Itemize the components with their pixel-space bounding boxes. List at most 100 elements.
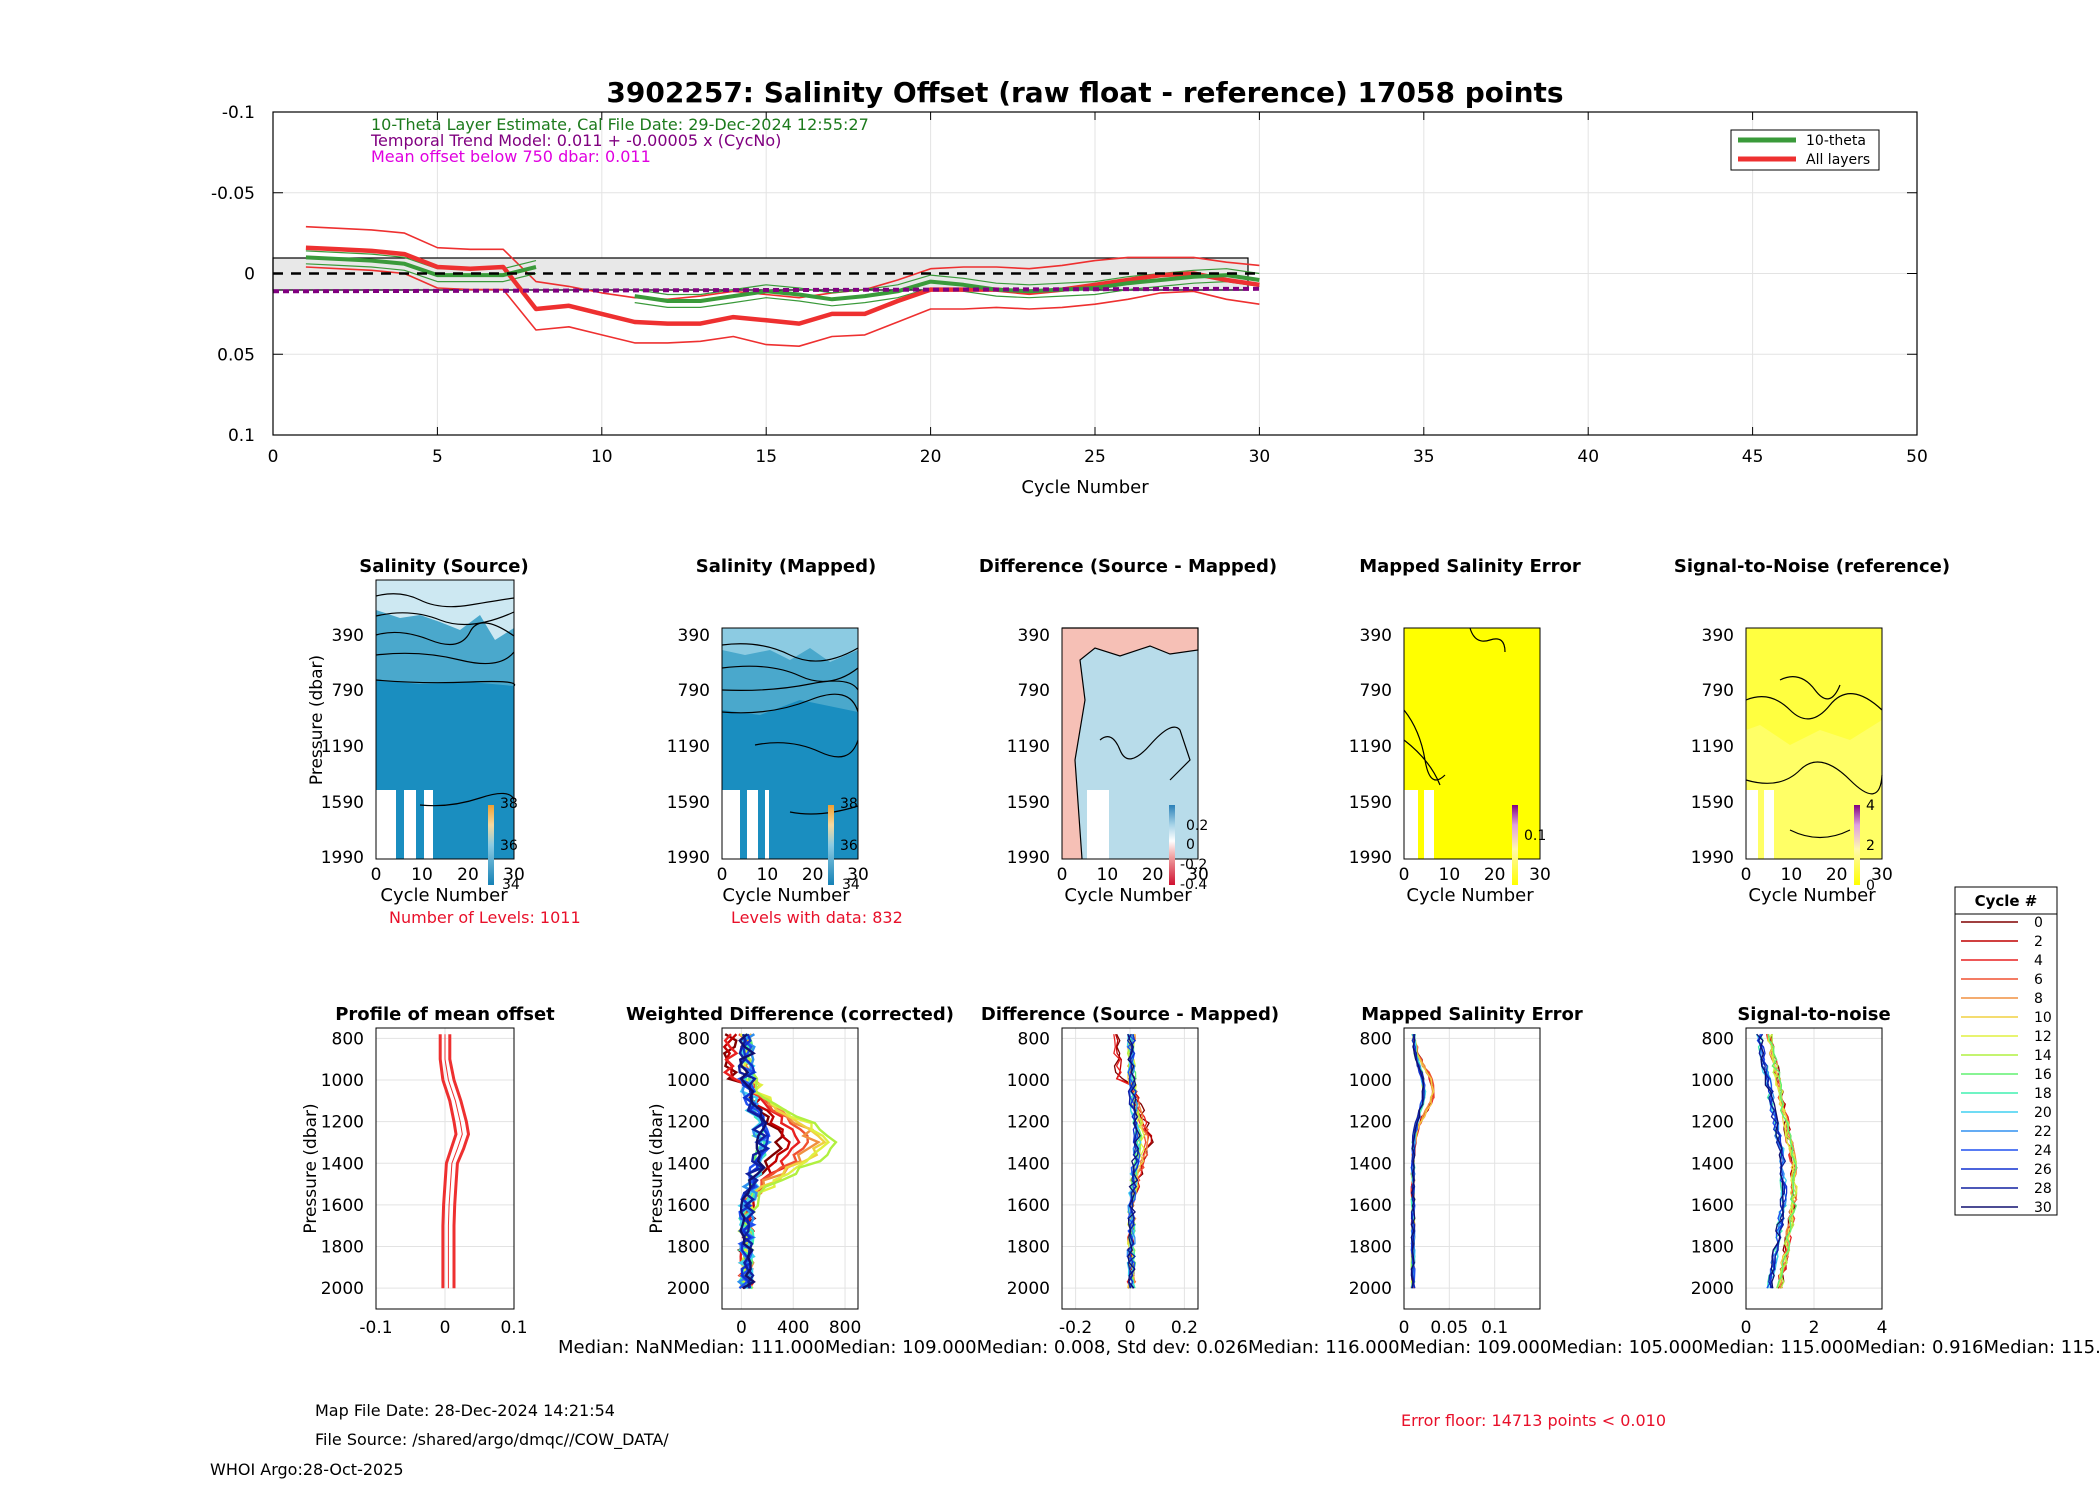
main-xtick-label: 35: [1413, 447, 1435, 467]
cycle-legend-label: 12: [2034, 1029, 2052, 1045]
panel-salinity-source: Salinity (Source) 38 36 34 Cycle Number …: [307, 556, 581, 927]
section-fill-low: [1746, 628, 1882, 745]
panel-axes-box: [1061, 627, 1199, 860]
main-xtick-label: 30: [1249, 447, 1271, 467]
section-ytick-label: 1190: [1007, 737, 1050, 757]
main-xtick-label: 5: [432, 447, 443, 467]
panel-signal-noise-section: Signal-to-Noise (reference) 4 2 0 Cycle …: [1674, 556, 1950, 906]
profile-ytick-label: 1200: [1691, 1113, 1734, 1133]
cycle-profile-line: [1756, 1033, 1784, 1289]
main-xtick-label: 20: [920, 447, 942, 467]
main-title: 3902257: Salinity Offset (raw float - re…: [606, 76, 1563, 109]
main-ytick-label: 0.05: [217, 345, 255, 365]
main-ticks: 0 5 10 15 20 25 30 35 40 45 50 -0.1 -0.05 0 0.05 0.1: [211, 103, 1928, 467]
section-gap: [747, 790, 758, 859]
panel-ylabel: Pressure (dbar): [647, 1103, 667, 1233]
section-ytick-label: 1190: [667, 737, 710, 757]
profile-series-upper: [448, 1034, 471, 1289]
main-xtick-label: 25: [1084, 447, 1106, 467]
profile-ytick-label: 1800: [1007, 1238, 1050, 1258]
main-ytick-label: -0.1: [222, 103, 255, 123]
colorbar-tick: -0.4: [1180, 877, 1207, 893]
colorbar: [1512, 805, 1518, 885]
cycle-profile-line: [1410, 1034, 1425, 1289]
annotation-ten-theta: 10-Theta Layer Estimate, Cal File Date: …: [371, 115, 869, 134]
profile-ytick-label: 1000: [1691, 1071, 1734, 1091]
section-contours: [721, 643, 859, 815]
profile-xtick-label: 0.1: [500, 1318, 527, 1338]
profile-axes-box: [1061, 1027, 1199, 1310]
colorbar-tick: 38: [500, 796, 518, 812]
profile-ytick-label: 800: [1702, 1029, 1734, 1049]
colorbar-tick: 38: [840, 796, 858, 812]
profile-ytick-label: 1400: [321, 1154, 364, 1174]
profile-ytick-label: 1200: [1007, 1113, 1050, 1133]
profile-ytick-label: 1400: [1691, 1154, 1734, 1174]
section-ytick-label: 1590: [1691, 793, 1734, 813]
cycle-legend-label: 2: [2034, 934, 2043, 950]
panel-axes-box: [1745, 627, 1883, 860]
section-contours: [1745, 676, 1883, 839]
panel-ylabel: Pressure (dbar): [307, 655, 327, 785]
section-fill-low: [376, 580, 514, 640]
profile-ytick-label: 2000: [667, 1279, 710, 1299]
colorbar: [1854, 805, 1860, 885]
section-xtick-label: 30: [503, 865, 525, 885]
profile-panel: Weighted Difference (corrected) 800 1000 12…: [626, 1004, 954, 1338]
profile-xtick-label: 4: [1877, 1318, 1888, 1338]
section-ytick-label: 1590: [1007, 793, 1050, 813]
profile-ytick-label: 1800: [1349, 1238, 1392, 1258]
profile-ytick-label: 1600: [1007, 1196, 1050, 1216]
profile-axes-box: [721, 1027, 859, 1310]
colorbar-tick: -0.2: [1180, 857, 1207, 873]
footnote-levels: Levels with data: 832: [731, 908, 903, 927]
cycle-legend-label: 22: [2034, 1124, 2052, 1140]
section-xtick-label: 0: [371, 865, 382, 885]
section-ytick-label: 1190: [1691, 737, 1734, 757]
section-ytick-label: 1990: [667, 848, 710, 868]
profile-ytick-label: 800: [1018, 1029, 1050, 1049]
section-gap: [424, 790, 433, 859]
profile-ytick-label: 2000: [1691, 1279, 1734, 1299]
profile-ytick-label: 1600: [667, 1196, 710, 1216]
section-ytick-label: 1590: [321, 793, 364, 813]
section-ytick-label: 790: [1702, 681, 1734, 701]
cycle-legend-label: 16: [2034, 1067, 2052, 1083]
section-xtick-label: 10: [1781, 865, 1803, 885]
cycle-profile-line: [1410, 1034, 1425, 1289]
profile-ytick-label: 2000: [1007, 1279, 1050, 1299]
panel-title: Mapped Salinity Error: [1361, 1004, 1583, 1025]
cycle-legend-label: 10: [2034, 1010, 2052, 1026]
cycle-legend-label: 30: [2034, 1200, 2052, 1216]
section-ytick-label: 1590: [1349, 793, 1392, 813]
cycle-profile-line: [1757, 1033, 1787, 1289]
profile-ytick-label: 1200: [321, 1113, 364, 1133]
panel-xlabel: Cycle Number: [380, 885, 508, 906]
section-xtick-label: 20: [802, 865, 824, 885]
series-ten-theta: [305, 255, 1260, 303]
cycle-legend-label: 28: [2034, 1181, 2052, 1197]
footnote-levels: Number of Levels: 1011: [389, 908, 581, 927]
main-xtick-label: 15: [755, 447, 777, 467]
profile-ytick-label: 2000: [1349, 1279, 1392, 1299]
profile-axes-box: [375, 1027, 515, 1310]
panel-title: Signal-to-noise: [1737, 1004, 1890, 1025]
cycle-profile-line: [739, 1033, 770, 1289]
section-xtick-label: 10: [1097, 865, 1119, 885]
section-xtick-label: 0: [1057, 865, 1068, 885]
panel-title: Weighted Difference (corrected): [626, 1004, 954, 1025]
profile-plots-row: Profile of mean offset 800 1000 1200 1400 160…: [301, 1004, 1891, 1338]
panel-xlabel: Cycle Number: [722, 885, 850, 906]
whoi-stamp: WHOI Argo:28-Oct-2025: [210, 1460, 404, 1479]
panel-title: Profile of mean offset: [335, 1004, 555, 1025]
section-gap: [722, 790, 740, 859]
cycle-profile-line: [1766, 1034, 1798, 1289]
section-ytick-label: 1190: [321, 737, 364, 757]
profile-ytick-label: 800: [678, 1029, 710, 1049]
annotation-trend: Temporal Trend Model: 0.011 + -0.00005 x…: [370, 131, 781, 150]
colorbar-tick: 36: [500, 838, 518, 854]
panel-title: Difference (Source - Mapped): [981, 1004, 1279, 1025]
profile-ytick-label: 1200: [1349, 1113, 1392, 1133]
series-trend: [272, 286, 1260, 294]
